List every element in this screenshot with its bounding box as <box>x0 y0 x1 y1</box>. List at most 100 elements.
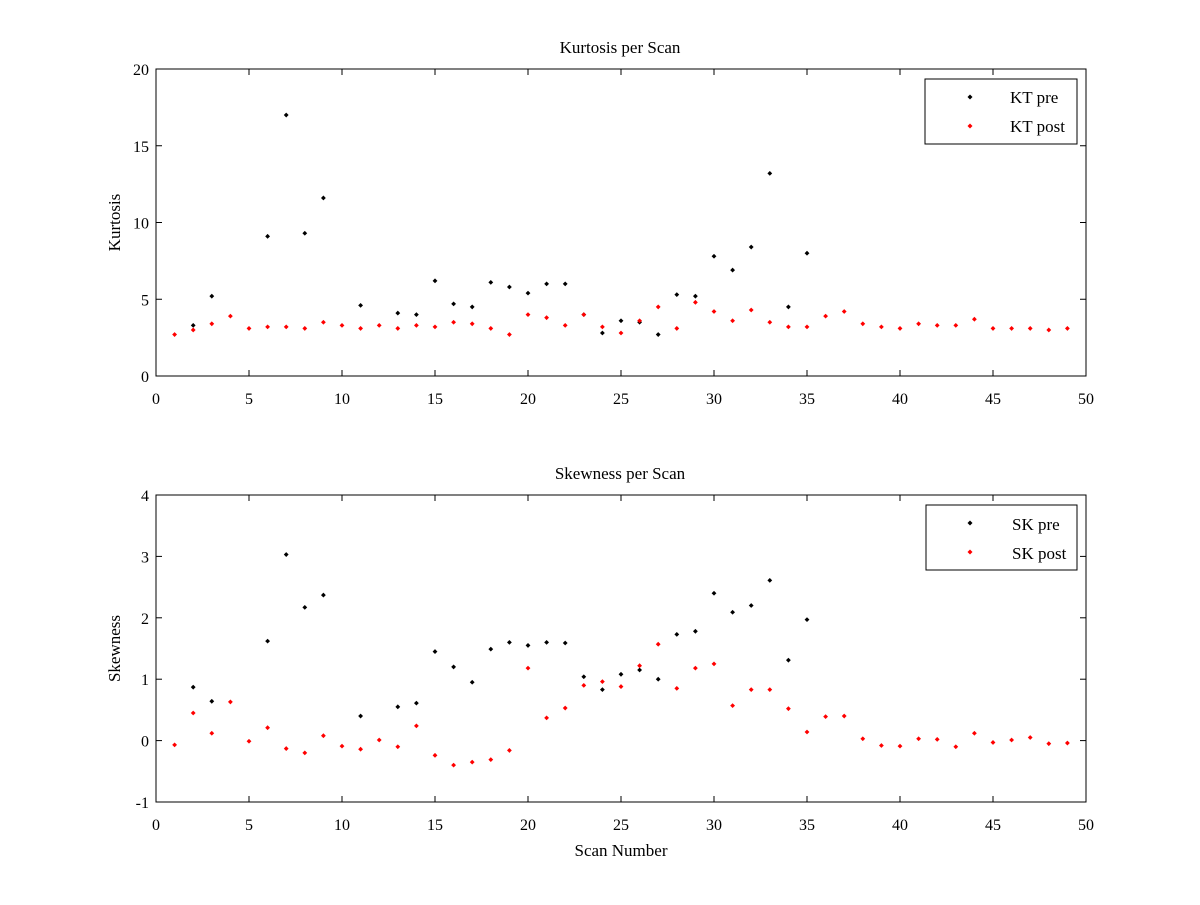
skewness-point-sk-post <box>302 750 308 756</box>
skewness-point-sk-post <box>451 762 456 768</box>
kurtosis-point-kt-post <box>1027 326 1033 331</box>
skewness-x-tick-label: 5 <box>245 817 253 834</box>
skewness-point-sk-pre <box>395 704 401 710</box>
skewness-point-sk-pre <box>786 657 791 663</box>
skewness-y-tick-label: 0 <box>141 734 149 751</box>
kurtosis-point-kt-pre <box>748 244 754 250</box>
kurtosis-point-kt-post <box>916 321 921 327</box>
skewness-point-sk-pre <box>711 590 717 596</box>
skewness-point-sk-post <box>172 742 177 748</box>
kurtosis-point-kt-post <box>637 318 642 324</box>
kurtosis-x-tick-label: 30 <box>706 391 722 408</box>
kurtosis-point-kt-post <box>748 307 754 313</box>
kurtosis-point-kt-post <box>228 313 233 319</box>
kurtosis-point-kt-pre <box>414 312 419 317</box>
skewness-subplot: Skewness per Scan Skewness Scan Number 0… <box>105 464 1094 860</box>
skewness-point-sk-post <box>414 723 419 729</box>
skewness-point-sk-pre <box>655 676 661 682</box>
kurtosis-x-tick-label: 25 <box>613 391 629 408</box>
skewness-point-sk-post <box>748 687 754 693</box>
skewness-point-sk-pre <box>414 700 419 706</box>
kurtosis-point-kt-post <box>283 324 289 330</box>
kurtosis-point-kt-post <box>600 324 605 330</box>
skewness-point-sk-post <box>879 743 884 748</box>
kurtosis-point-kt-post <box>860 321 866 327</box>
skewness-point-sk-post <box>916 736 921 742</box>
skewness-point-sk-post <box>693 665 698 671</box>
skewness-legend-label-sk-pre: SK pre <box>1012 515 1060 534</box>
kurtosis-y-tick-label: 10 <box>133 216 149 233</box>
skewness-point-sk-post <box>283 746 289 751</box>
skewness-points <box>172 552 1070 768</box>
kurtosis-point-kt-post <box>395 326 401 331</box>
skewness-legend-marker-sk-pre <box>967 520 973 526</box>
kurtosis-point-kt-pre <box>432 278 438 284</box>
kurtosis-point-kt-pre <box>711 253 717 259</box>
skewness-point-sk-post <box>358 746 363 752</box>
kurtosis-point-kt-post <box>786 324 791 330</box>
skewness-point-sk-post <box>209 730 215 736</box>
kurtosis-point-kt-post <box>265 324 270 330</box>
skewness-point-sk-pre <box>693 628 698 634</box>
skewness-point-sk-post <box>265 725 270 731</box>
skewness-point-sk-post <box>990 740 996 745</box>
skewness-point-sk-pre <box>321 592 326 598</box>
skewness-point-sk-post <box>972 730 977 736</box>
kurtosis-points <box>172 112 1070 337</box>
kurtosis-y-tick-label: 15 <box>133 139 149 156</box>
skewness-x-axis-label: Scan Number <box>574 841 667 860</box>
skewness-point-sk-pre <box>562 640 568 646</box>
skewness-legend: SK pre SK post <box>925 504 1078 571</box>
skewness-point-sk-post <box>655 641 661 647</box>
kurtosis-point-kt-post <box>376 322 382 328</box>
kurtosis-point-kt-post <box>246 326 252 331</box>
skewness-point-sk-post <box>469 759 475 765</box>
skewness-x-tick-label: 45 <box>985 817 1001 834</box>
kurtosis-x-tick-label: 10 <box>334 391 350 408</box>
kurtosis-point-kt-pre <box>451 301 456 307</box>
kurtosis-legend-box <box>924 78 1078 145</box>
kurtosis-point-kt-pre <box>507 284 512 290</box>
skewness-point-sk-pre <box>674 631 680 637</box>
skewness-point-sk-pre <box>358 713 363 719</box>
skewness-point-sk-post <box>934 736 940 742</box>
kurtosis-y-tick-label: 5 <box>141 292 149 309</box>
kurtosis-point-kt-post <box>804 324 810 330</box>
kurtosis-legend: KT pre KT post <box>924 78 1078 145</box>
skewness-point-sk-post <box>507 748 512 753</box>
skewness-point-sk-post <box>860 736 866 742</box>
kurtosis-point-kt-post <box>581 312 587 317</box>
kurtosis-legend-label-kt-pre: KT pre <box>1010 88 1058 107</box>
kurtosis-point-kt-post <box>674 326 680 331</box>
kurtosis-point-kt-pre <box>767 170 773 176</box>
skewness-point-sk-post <box>600 679 605 685</box>
kurtosis-point-kt-pre <box>488 279 494 285</box>
kurtosis-point-kt-post <box>953 322 959 328</box>
kurtosis-point-kt-post <box>1065 326 1070 331</box>
skewness-point-sk-post <box>897 743 903 749</box>
kurtosis-point-kt-post <box>934 322 940 328</box>
skewness-point-sk-pre <box>209 698 215 704</box>
kurtosis-point-kt-pre <box>525 290 531 296</box>
kurtosis-point-kt-pre <box>190 322 196 328</box>
kurtosis-point-kt-pre <box>265 233 270 239</box>
skewness-legend-marker-sk-post <box>967 549 973 555</box>
kurtosis-point-kt-pre <box>730 267 735 273</box>
skewness-point-sk-post <box>321 733 326 739</box>
skewness-point-sk-post <box>246 738 252 744</box>
kurtosis-point-kt-post <box>990 326 996 331</box>
kurtosis-legend-marker-kt-post <box>967 123 973 129</box>
kurtosis-point-kt-post <box>841 309 847 314</box>
skewness-x-tick-label: 30 <box>706 817 722 834</box>
kurtosis-point-kt-pre <box>693 293 698 299</box>
kurtosis-point-kt-post <box>358 326 363 331</box>
kurtosis-x-tick-label: 35 <box>799 391 815 408</box>
skewness-point-sk-post <box>841 713 847 719</box>
skewness-point-sk-post <box>339 743 345 749</box>
kurtosis-x-tick-label: 40 <box>892 391 908 408</box>
kurtosis-x-tick-label: 5 <box>245 391 253 408</box>
skewness-point-sk-post <box>525 665 531 671</box>
kurtosis-point-kt-post <box>693 299 698 305</box>
skewness-point-sk-post <box>618 684 624 689</box>
